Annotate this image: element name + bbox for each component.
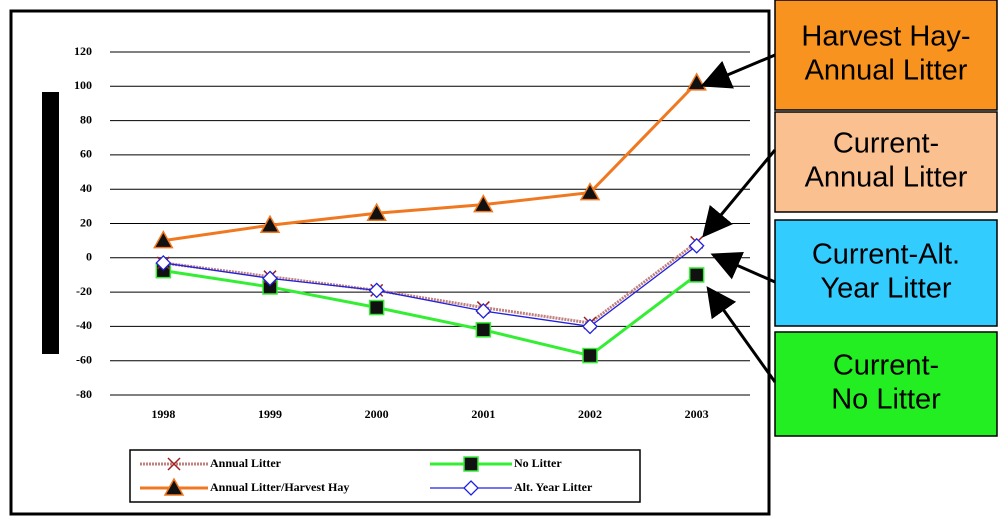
legend-marker <box>167 457 181 471</box>
annotation-text: Current- <box>833 128 939 160</box>
y-tick-label: 40 <box>80 181 92 195</box>
legend-box <box>129 449 641 503</box>
annotation-arrow <box>710 251 776 284</box>
annotation-text: Annual Litter <box>805 55 968 87</box>
point-marker <box>366 202 387 221</box>
annotation-text: No Litter <box>831 384 941 416</box>
y-tick-label: -60 <box>76 352 92 366</box>
x-tick-label: 2002 <box>578 407 602 421</box>
legend-marker <box>463 456 479 472</box>
legend-label: Annual Litter <box>210 456 282 470</box>
chart-frame <box>9 9 771 516</box>
x-tick-label: 2000 <box>365 407 389 421</box>
point-marker <box>368 282 385 299</box>
annotation-text: Year Litter <box>820 273 951 305</box>
annotation-box <box>774 111 998 213</box>
point-marker <box>259 214 281 233</box>
y-tick-label: 60 <box>80 147 92 161</box>
point-marker <box>153 230 174 249</box>
legend-marker <box>463 480 479 496</box>
x-tick-label: 1999 <box>258 407 282 421</box>
point-marker <box>688 267 705 283</box>
point-marker <box>262 270 278 287</box>
annotation-text: Harvest Hay- <box>801 21 970 53</box>
x-tick-label: 1998 <box>151 407 175 421</box>
x-tick-label: 2001 <box>471 407 495 421</box>
series-line <box>163 245 698 328</box>
y-tick-label: -40 <box>76 318 92 332</box>
y-tick-label: 20 <box>80 215 92 229</box>
y-tick-label: -80 <box>76 387 92 401</box>
point-marker <box>155 255 172 271</box>
legend-label: Alt. Year Litter <box>514 480 593 494</box>
annotation-box <box>774 219 998 327</box>
point-marker <box>475 322 492 338</box>
point-marker <box>582 318 598 335</box>
annotation-text: Current- <box>833 350 939 382</box>
annotation-box <box>774 0 998 111</box>
x-tick-label: 2003 <box>685 407 709 421</box>
point-marker <box>473 194 494 213</box>
series-line <box>163 269 698 358</box>
series-line <box>163 81 698 243</box>
annotation-box <box>774 331 998 437</box>
y-tick-label: 120 <box>74 44 92 58</box>
y-tick-label: -20 <box>76 284 92 298</box>
point-marker <box>688 237 705 254</box>
legend-label: Annual Litter/Harvest Hay <box>210 480 349 494</box>
legend-marker <box>163 477 185 496</box>
point-marker <box>582 347 598 364</box>
annotation-arrow <box>700 53 776 89</box>
point-marker <box>579 182 601 201</box>
annotation-arrow <box>706 286 777 383</box>
axis-label-bar <box>42 92 59 354</box>
series-line <box>163 241 698 325</box>
annotation-text: Current-Alt. <box>812 239 960 271</box>
y-tick-label: 100 <box>74 78 92 92</box>
point-marker <box>368 299 385 316</box>
y-tick-label: 80 <box>80 112 92 126</box>
legend-label: No Litter <box>514 456 562 470</box>
annotation-arrow <box>702 149 777 238</box>
y-tick-label: 0 <box>86 250 92 264</box>
annotation-text: Annual Litter <box>805 162 968 194</box>
point-marker <box>475 303 492 319</box>
